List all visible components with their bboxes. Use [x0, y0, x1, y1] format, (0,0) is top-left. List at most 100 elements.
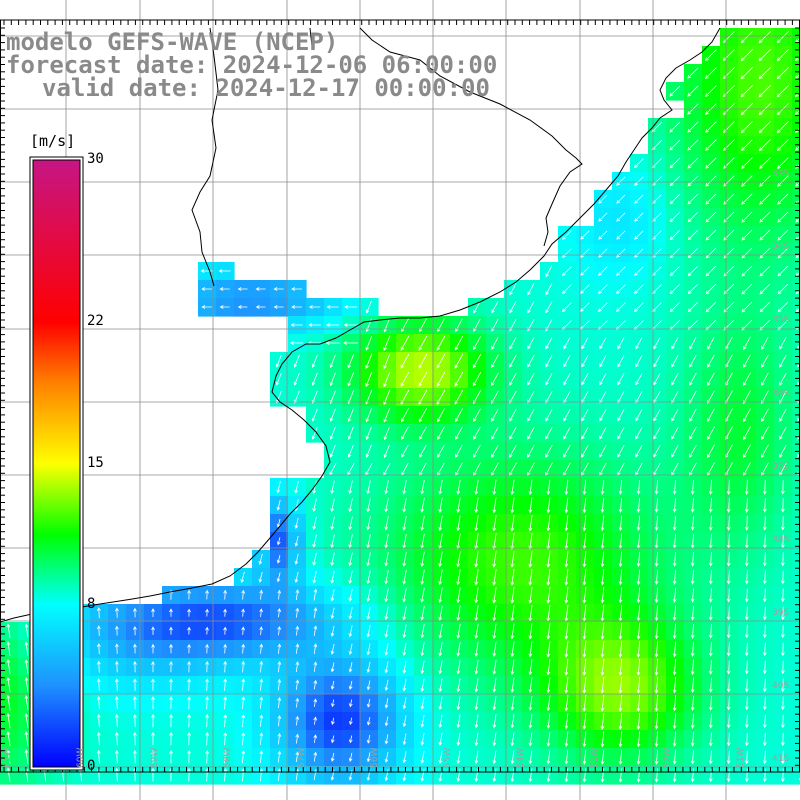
wind-arrow	[690, 516, 695, 531]
wind-cell	[738, 460, 757, 479]
wind-arrow	[492, 659, 497, 675]
wind-arrow	[259, 589, 264, 600]
wind-cell	[738, 262, 757, 281]
wind-arrow	[776, 31, 789, 44]
wind-arrow	[383, 335, 391, 351]
wind-cell	[684, 370, 703, 389]
latitude-label: 41S	[772, 754, 790, 764]
wind-arrow	[492, 641, 497, 658]
wind-arrow	[669, 266, 680, 277]
wind-cell	[702, 370, 721, 389]
wind-cell	[738, 136, 757, 155]
wind-arrow	[436, 353, 446, 369]
wind-cell	[540, 334, 559, 353]
wind-cell	[558, 280, 577, 299]
wind-arrow	[492, 750, 497, 765]
wind-arrow	[24, 731, 29, 747]
wind-arrow	[223, 731, 228, 746]
wind-arrow	[618, 622, 623, 640]
wind-cell	[666, 370, 685, 389]
wind-cell	[576, 298, 595, 317]
wind-arrow	[187, 643, 191, 654]
wind-arrow	[325, 341, 340, 345]
wind-cell	[468, 388, 487, 407]
wind-arrow	[616, 176, 626, 186]
wind-arrow	[437, 426, 445, 440]
wind-arrow	[330, 643, 335, 655]
wind-cell	[774, 406, 793, 425]
wind-arrow	[294, 571, 299, 584]
wind-arrow	[366, 698, 371, 708]
wind-arrow	[348, 607, 353, 620]
wind-arrow	[741, 247, 753, 259]
wind-arrow	[689, 336, 697, 350]
wind-arrow	[582, 749, 587, 765]
wind-cell	[630, 460, 649, 479]
wind-arrow	[762, 479, 767, 495]
wind-arrow	[653, 409, 661, 422]
wind-arrow	[240, 571, 245, 584]
wind-arrow	[169, 696, 173, 710]
wind-arrow	[474, 569, 479, 586]
wind-arrow	[402, 715, 407, 728]
wind-arrow	[672, 731, 677, 747]
wind-cell	[594, 406, 613, 425]
wind-arrow	[618, 731, 623, 748]
longitude-label: 55W	[443, 747, 453, 768]
wind-arrow	[510, 659, 515, 676]
wind-arrow	[474, 623, 479, 640]
wind-arrow	[726, 768, 731, 783]
wind-cell	[648, 136, 667, 155]
wind-arrow	[708, 479, 713, 495]
wind-arrow	[312, 534, 317, 549]
wind-arrow	[311, 372, 318, 386]
wind-arrow	[402, 642, 407, 657]
wind-arrow	[741, 211, 753, 223]
wind-cell	[720, 460, 739, 479]
wind-arrow	[438, 605, 443, 621]
wind-arrow	[492, 768, 497, 783]
wind-arrow	[780, 660, 785, 675]
wind-arrow	[617, 427, 625, 440]
wind-arrow	[349, 717, 353, 726]
wind-arrow	[653, 337, 661, 350]
wind-arrow	[456, 479, 461, 495]
wind-cell	[414, 316, 433, 335]
wind-arrow	[777, 247, 789, 259]
wind-cell	[756, 460, 775, 479]
wind-arrow	[293, 372, 300, 386]
wind-cell	[792, 316, 800, 335]
wind-arrow	[690, 695, 695, 712]
wind-cell	[756, 190, 775, 209]
wind-arrow	[419, 444, 427, 458]
wind-arrow	[722, 31, 735, 44]
wind-cell	[792, 550, 800, 569]
wind-arrow	[669, 85, 681, 97]
wind-arrow	[600, 712, 605, 730]
wind-cell	[756, 46, 775, 65]
wind-arrow	[348, 498, 353, 513]
wind-cell	[792, 352, 800, 371]
wind-arrow	[654, 605, 659, 622]
wind-cell	[684, 118, 703, 137]
wind-arrow	[258, 571, 263, 583]
wind-arrow	[438, 551, 443, 568]
wind-arrow	[313, 716, 318, 725]
wind-cell	[684, 460, 703, 479]
wind-arrow	[690, 623, 695, 639]
wind-cell	[432, 370, 451, 389]
wind-arrow	[671, 426, 679, 440]
wind-arrow	[348, 680, 353, 690]
wind-cell	[396, 406, 415, 425]
longitude-label: 57W	[297, 747, 307, 768]
wind-arrow	[384, 498, 389, 513]
wind-arrow	[672, 695, 677, 712]
wind-cell	[756, 352, 775, 371]
wind-cell	[666, 280, 685, 299]
wind-cell	[486, 388, 505, 407]
wind-cell	[576, 226, 595, 245]
wind-arrow	[582, 479, 587, 496]
colorbar-tick-label: 30	[87, 151, 104, 167]
wind-cell	[594, 352, 613, 371]
